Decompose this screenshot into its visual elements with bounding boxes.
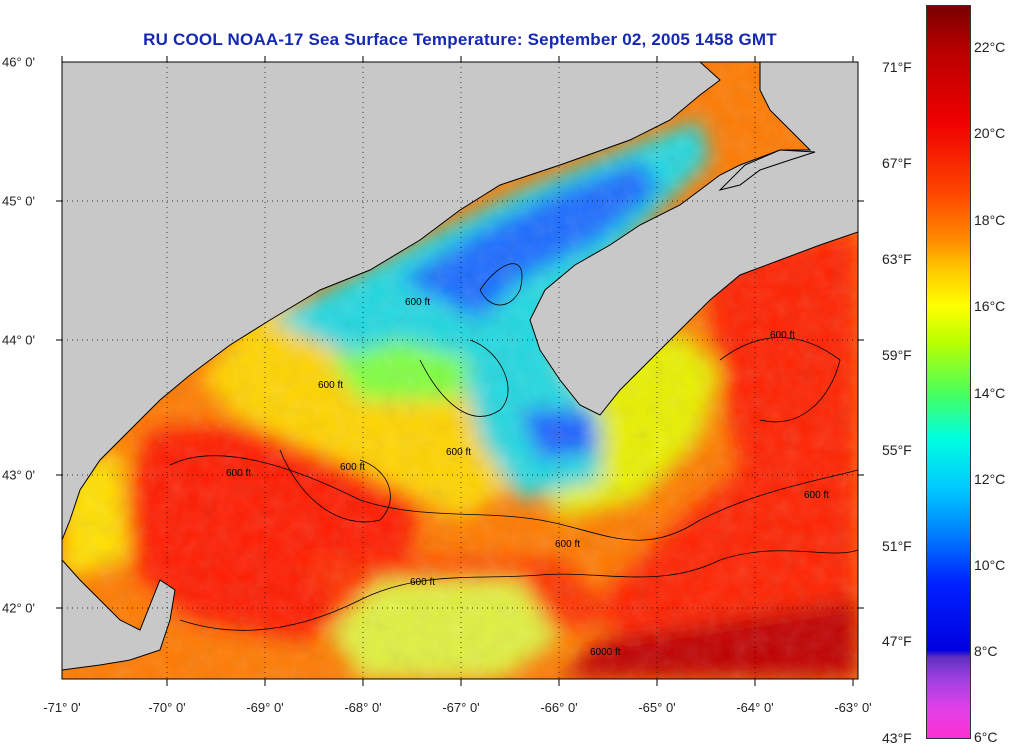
lon-label: -69° 0' bbox=[246, 700, 284, 715]
contour-label: 600 ft bbox=[446, 447, 471, 458]
colorbar-celsius-label: 6°C bbox=[974, 729, 998, 745]
contour-label: 600 ft bbox=[804, 490, 829, 501]
contour-labels: 600 ft 600 ft 600 ft 600 ft 600 ft 600 f… bbox=[226, 297, 829, 658]
lat-label: 43° 0' bbox=[2, 467, 35, 483]
lon-label: -68° 0' bbox=[344, 700, 382, 715]
colorbar-celsius-label: 14°C bbox=[974, 385, 1006, 401]
lon-label: -63° 0' bbox=[834, 700, 872, 715]
lon-label: -71° 0' bbox=[43, 700, 81, 715]
lat-label: 42° 0' bbox=[2, 600, 35, 616]
contour-label: 600 ft bbox=[340, 462, 365, 473]
land-cape-cod bbox=[62, 559, 176, 671]
colorbar-fahrenheit-label: 63°F bbox=[882, 251, 912, 267]
colorbar-celsius-label: 12°C bbox=[974, 471, 1006, 487]
colorbar-fahrenheit-label: 47°F bbox=[882, 633, 912, 649]
lon-label: -67° 0' bbox=[442, 700, 480, 715]
colorbar-celsius-label: 22°C bbox=[974, 39, 1006, 55]
colorbar-fahrenheit-label: 51°F bbox=[882, 538, 912, 554]
lon-label: -65° 0' bbox=[638, 700, 676, 715]
colorbar-celsius-label: 20°C bbox=[974, 125, 1006, 141]
colorbar-celsius-label: 10°C bbox=[974, 557, 1006, 573]
colorbar-fahrenheit-label: 59°F bbox=[882, 347, 912, 363]
contour-label: 600 ft bbox=[226, 468, 251, 479]
land-mainland bbox=[62, 62, 721, 541]
lat-label: 44° 0' bbox=[2, 332, 35, 348]
lat-label: 45° 0' bbox=[2, 193, 35, 209]
contour-label: 600 ft bbox=[318, 380, 343, 391]
contour-label: 600 ft bbox=[555, 539, 580, 550]
bathymetry-contours bbox=[169, 263, 859, 631]
axis-ticks bbox=[56, 56, 864, 686]
colorbar-fahrenheit-label: 67°F bbox=[882, 155, 912, 171]
lon-label: -66° 0' bbox=[540, 700, 578, 715]
colorbar-celsius-label: 8°C bbox=[974, 643, 998, 659]
contour-label: 600 ft bbox=[410, 577, 435, 588]
land-nova-scotia bbox=[529, 62, 858, 416]
contour-label-deep: 6000 ft bbox=[590, 647, 621, 658]
map-title: RU COOL NOAA-17 Sea Surface Temperature:… bbox=[143, 30, 777, 49]
lon-label: -70° 0' bbox=[148, 700, 186, 715]
temperature-colorbar bbox=[926, 5, 971, 739]
colorbar-celsius-label: 18°C bbox=[974, 212, 1006, 228]
colorbar-fahrenheit-label: 71°F bbox=[882, 59, 912, 75]
contour-label: 600 ft bbox=[770, 330, 795, 341]
contour-label: 600 ft bbox=[405, 297, 430, 308]
map-frame bbox=[61, 61, 859, 680]
colorbar-celsius-label: 16°C bbox=[974, 298, 1006, 314]
lon-label: -64° 0' bbox=[736, 700, 774, 715]
colorbar-fahrenheit-label: 43°F bbox=[882, 730, 912, 746]
colorbar-fahrenheit-label: 55°F bbox=[882, 442, 912, 458]
lat-label: 46° 0' bbox=[2, 54, 35, 70]
land-upper-bay bbox=[718, 149, 816, 191]
